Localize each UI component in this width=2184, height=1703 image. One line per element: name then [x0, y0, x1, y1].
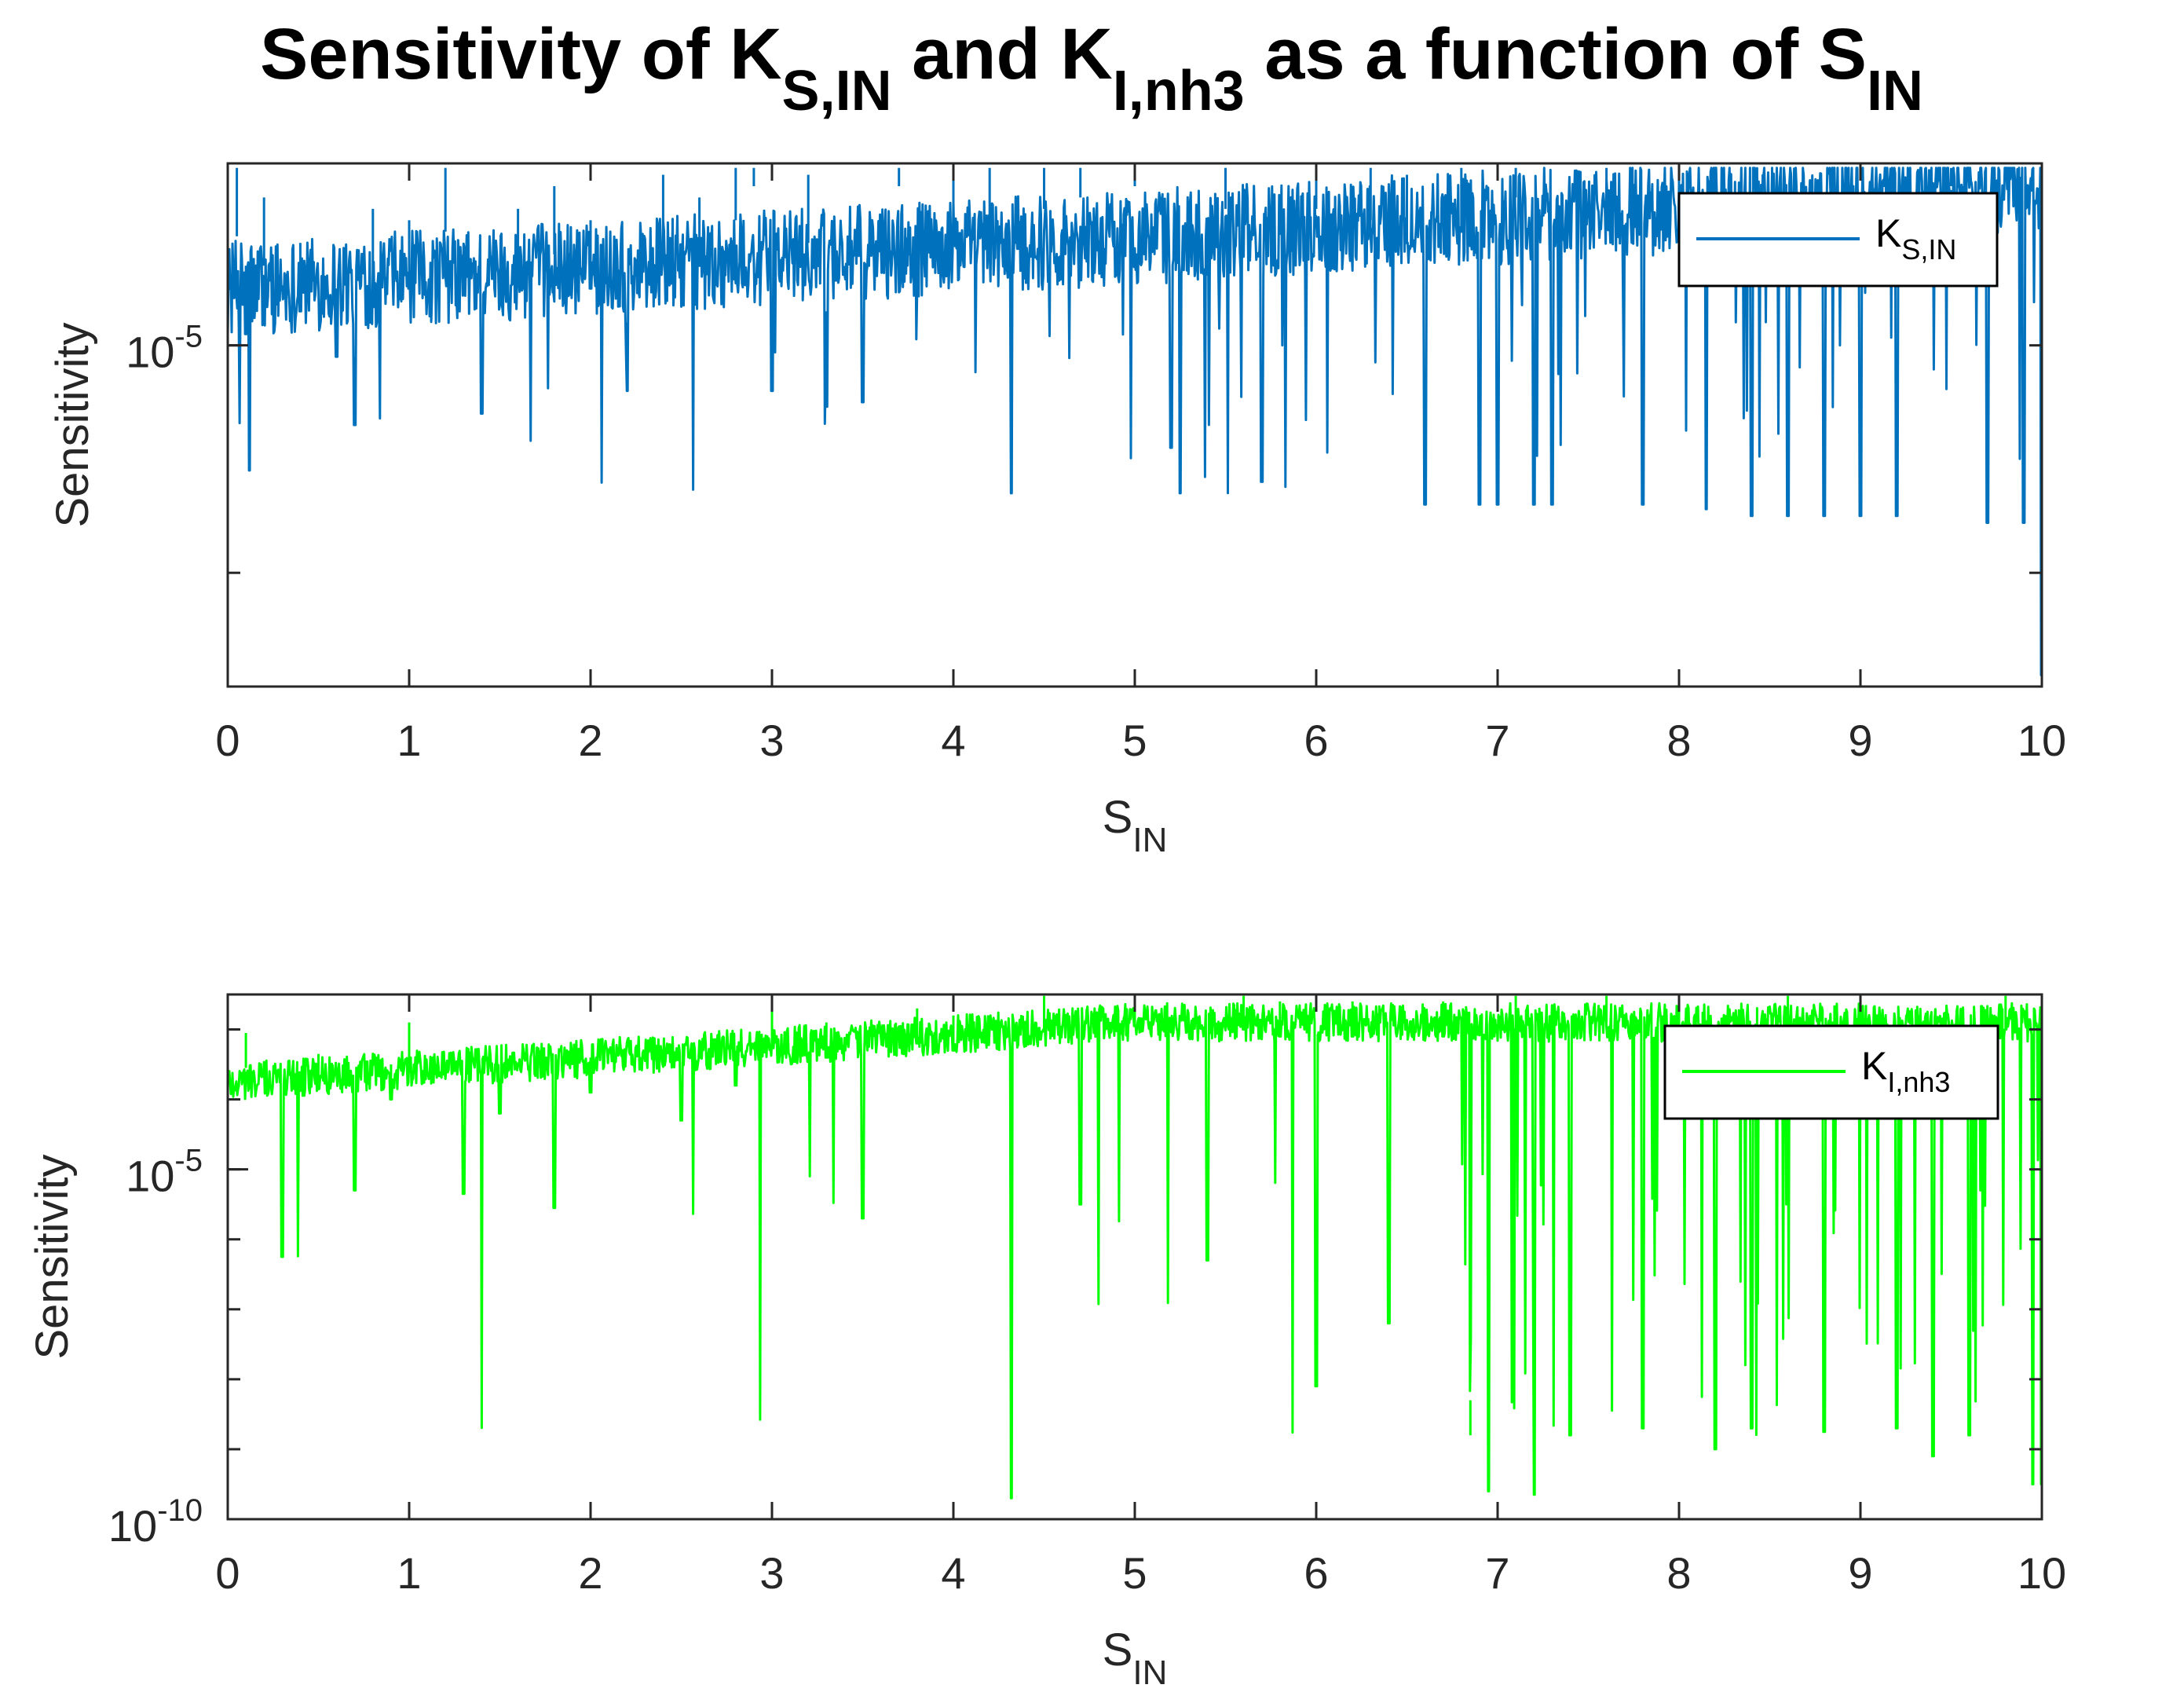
x-tick-label: 0: [215, 716, 240, 765]
x-tick-label: 8: [1666, 1548, 1691, 1598]
x-ticks-top: 0 1 2 3 4 5 6 7 8 9 10: [215, 163, 2066, 765]
series-k-s-in-line: [226, 167, 2043, 676]
x-tick-label: 9: [1848, 1548, 1872, 1598]
x-tick-label: 9: [1848, 716, 1872, 765]
y-ticks-top: 10-5: [126, 320, 2042, 574]
x-tick-label: 7: [1485, 1548, 1509, 1598]
legend-top: KS,IN: [1677, 192, 1999, 287]
x-tick-label: 6: [1304, 716, 1328, 765]
y-tick-label-base: 10: [108, 1501, 157, 1551]
y-tick-label-exponent: -5: [174, 1144, 203, 1178]
x-tick-label: 3: [759, 716, 784, 765]
x-tick-label: 10: [2018, 716, 2066, 765]
x-axis-label-bottom-sub: IN: [1132, 1654, 1167, 1692]
axes-bottom: 0 1 2 3 4 5 6 7 8 9 10 10-510-10 SIN Sensitivity K…: [27, 993, 2066, 1692]
series-line-bottom: [226, 995, 2043, 1500]
series-line-top: [226, 167, 2043, 676]
x-tick-label: 10: [2018, 1548, 2066, 1598]
title-suffix: as a function of S: [1245, 14, 1867, 94]
axes-top: 0 1 2 3 4 5 6 7 8 9 10 10-5 SIN Sensitivity KS,IN: [47, 162, 2066, 859]
x-tick-label: 7: [1485, 716, 1509, 765]
x-tick-label: 3: [759, 1548, 784, 1598]
legend-label-k-i-nh3: KI,nh3: [1861, 1044, 1950, 1098]
x-axis-label-top-sub: IN: [1132, 821, 1167, 859]
legend-label-bottom-sub: I,nh3: [1887, 1066, 1950, 1098]
y-tick-label-base: 10: [126, 1152, 174, 1201]
x-tick-label: 6: [1304, 1548, 1328, 1598]
x-axis-label-top-main: S: [1103, 792, 1133, 843]
x-axis-label-top: SIN: [1103, 792, 1168, 859]
x-tick-label: 0: [215, 1548, 240, 1598]
legend-label-top-main: K: [1875, 211, 1901, 255]
x-tick-label: 1: [397, 716, 421, 765]
legend-label-top-sub: S,IN: [1901, 233, 1956, 266]
x-axis-label-bottom: SIN: [1103, 1624, 1168, 1692]
axes-box-top: [226, 162, 2043, 688]
x-axis-label-bottom-main: S: [1103, 1624, 1133, 1676]
x-tick-label: 5: [1122, 1548, 1147, 1598]
y-tick-label-base: 10: [126, 328, 174, 377]
y-axis-label-top: Sensitivity: [47, 322, 98, 527]
x-tick-label: 2: [578, 716, 602, 765]
legend-label-k-s-in: KS,IN: [1875, 211, 1956, 266]
x-tick-label: 4: [941, 1548, 965, 1598]
legend-bottom: KI,nh3: [1663, 1024, 1999, 1120]
series-k-i-nh3-line: [226, 995, 2043, 1500]
legend-label-bottom-main: K: [1861, 1044, 1887, 1088]
title-prefix: Sensitivity of K: [260, 14, 782, 94]
axes-box-bottom: [226, 993, 2043, 1521]
x-tick-label: 5: [1122, 716, 1147, 765]
title-mid: and K: [892, 14, 1113, 94]
y-tick-label: 10-5: [126, 320, 203, 377]
y-tick-label: 10-10: [108, 1493, 203, 1551]
x-tick-label: 1: [397, 1548, 421, 1598]
title-sub-2: I,nh3: [1113, 60, 1245, 123]
y-tick-label-exponent: -10: [157, 1493, 203, 1528]
title-sub-1: S,IN: [782, 60, 892, 123]
y-ticks-bottom: 10-510-10: [108, 1028, 2042, 1551]
y-tick-label-exponent: -5: [174, 320, 203, 354]
x-tick-label: 8: [1666, 716, 1691, 765]
y-tick-label: 10-5: [126, 1144, 203, 1201]
x-ticks-bottom: 0 1 2 3 4 5 6 7 8 9 10: [215, 994, 2066, 1598]
x-tick-label: 4: [941, 716, 965, 765]
y-axis-label-bottom: Sensitivity: [27, 1154, 78, 1359]
figure-title: Sensitivity of KS,IN and KI,nh3 as a fun…: [260, 14, 1923, 123]
title-sub-3: IN: [1867, 60, 1923, 123]
x-tick-label: 2: [578, 1548, 602, 1598]
